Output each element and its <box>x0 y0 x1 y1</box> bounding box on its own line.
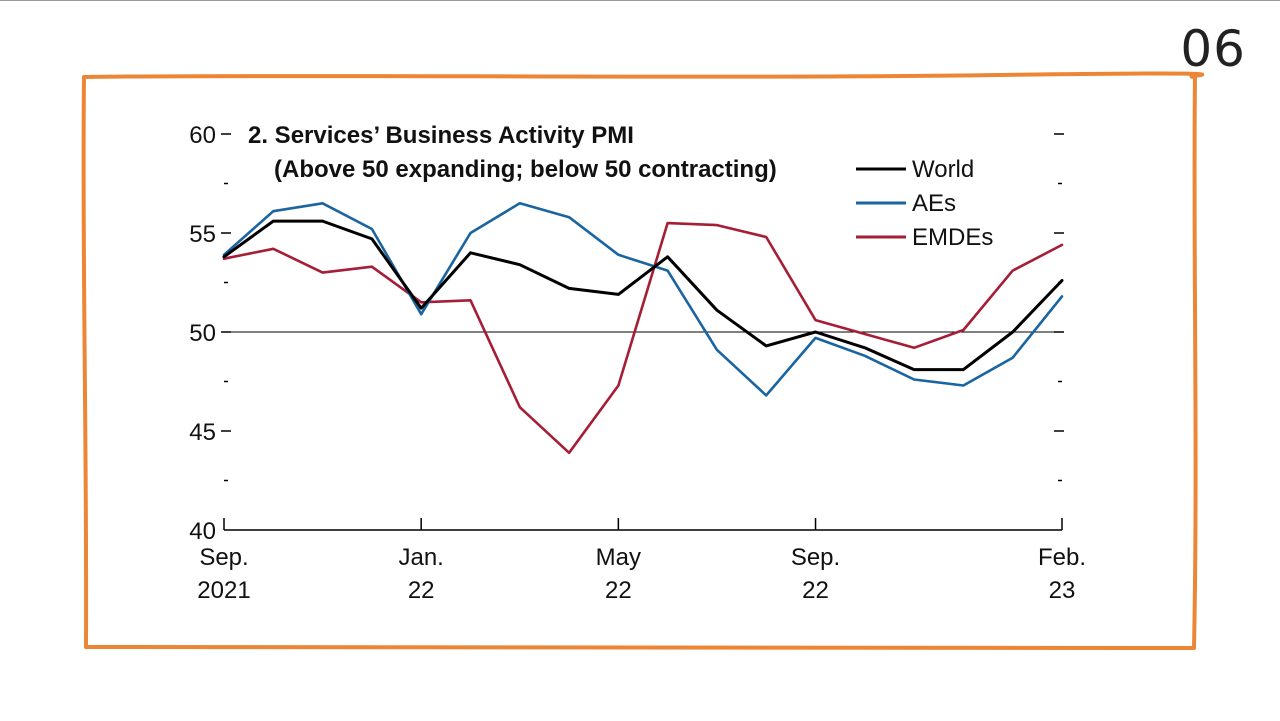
x-tick-label-line1: Sep. <box>791 544 840 571</box>
y-tick-label: 45 <box>189 419 216 446</box>
chart-title-line2: (Above 50 expanding; below 50 contractin… <box>274 156 777 183</box>
legend-label-aes: AEs <box>912 190 956 217</box>
series-layer <box>222 202 1064 455</box>
axis-layer: 40 45 50 55 60 Sep. 2021 Jan. 22 May 22 Sep. 22 Feb. 2… <box>189 122 1086 604</box>
legend-label-emdes: EMDEs <box>912 224 993 251</box>
x-tick-label-line2: 22 <box>408 577 435 604</box>
frame-border <box>81 71 1205 651</box>
legend: World AEs EMDEs <box>856 156 993 251</box>
y-tick-label: 50 <box>189 320 216 347</box>
x-tick-label-line1: May <box>596 544 641 571</box>
series-line-aes <box>222 202 1064 397</box>
legend-label-world: World <box>912 156 974 183</box>
x-tick-label-line1: Sep. <box>199 544 248 571</box>
x-tick-label-line2: 23 <box>1049 577 1076 604</box>
slide-number: 06 <box>1180 20 1246 78</box>
x-tick-label-line2: 2021 <box>197 577 250 604</box>
y-tick-label: 60 <box>189 122 216 149</box>
x-tick-label-line2: 22 <box>802 577 829 604</box>
chart-title-line1: 2. Services’ Business Activity PMI <box>248 122 634 149</box>
series-line-world <box>222 219 1064 372</box>
y-tick-label: 40 <box>189 518 216 545</box>
series-line-emdes <box>222 221 1064 455</box>
top-rule <box>0 0 1280 1</box>
x-tick-label-line1: Jan. <box>398 544 443 571</box>
x-tick-label-line1: Feb. <box>1038 544 1086 571</box>
y-tick-label: 55 <box>189 221 216 248</box>
x-tick-label-line2: 22 <box>605 577 632 604</box>
